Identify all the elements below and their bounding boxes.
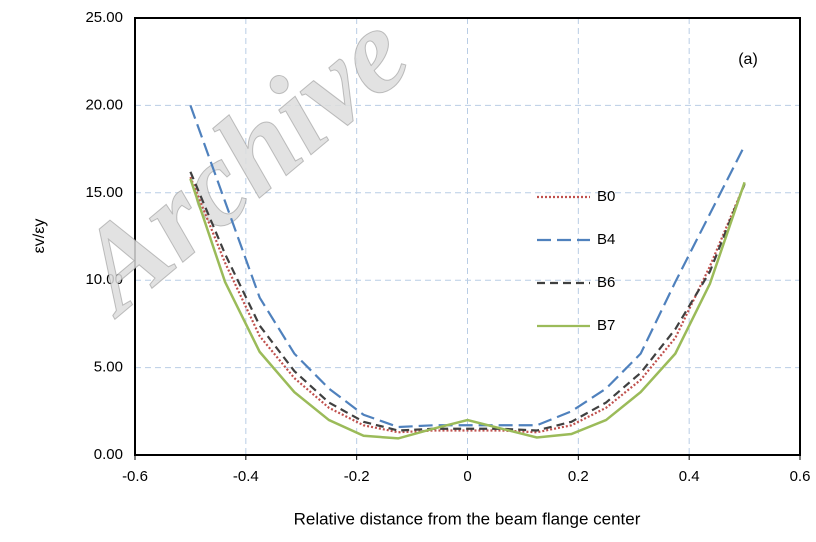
legend-label: B0 [597,188,615,205]
legend-label: B4 [597,231,615,248]
x-tick-label: 0.6 [790,468,811,485]
y-tick-label: 10.00 [85,271,123,288]
x-tick-label: -0.6 [122,468,148,485]
series-line [189,171,746,432]
series-line [189,176,746,434]
x-tick-label: 0 [463,468,471,485]
y-axis-label: εv/εy [31,219,48,254]
legend-label: B7 [597,317,615,334]
x-tick-label: 0.2 [568,468,589,485]
series-line [189,178,746,440]
y-tick-label: 5.00 [94,359,123,376]
y-tick-label: 20.00 [85,96,123,113]
y-tick-label: 15.00 [85,184,123,201]
x-tick-label: 0.4 [679,468,700,485]
x-axis-label: Relative distance from the beam flange c… [294,509,641,528]
series-line [189,105,746,429]
y-tick-label: 0.00 [94,446,123,463]
legend-label: B6 [597,274,615,291]
watermark: Archive [45,0,432,340]
annotation: (a) [738,51,758,68]
x-tick-label: -0.4 [233,468,259,485]
y-tick-label: 25.00 [85,9,123,26]
x-tick-label: -0.2 [344,468,370,485]
plot-border [134,17,801,456]
